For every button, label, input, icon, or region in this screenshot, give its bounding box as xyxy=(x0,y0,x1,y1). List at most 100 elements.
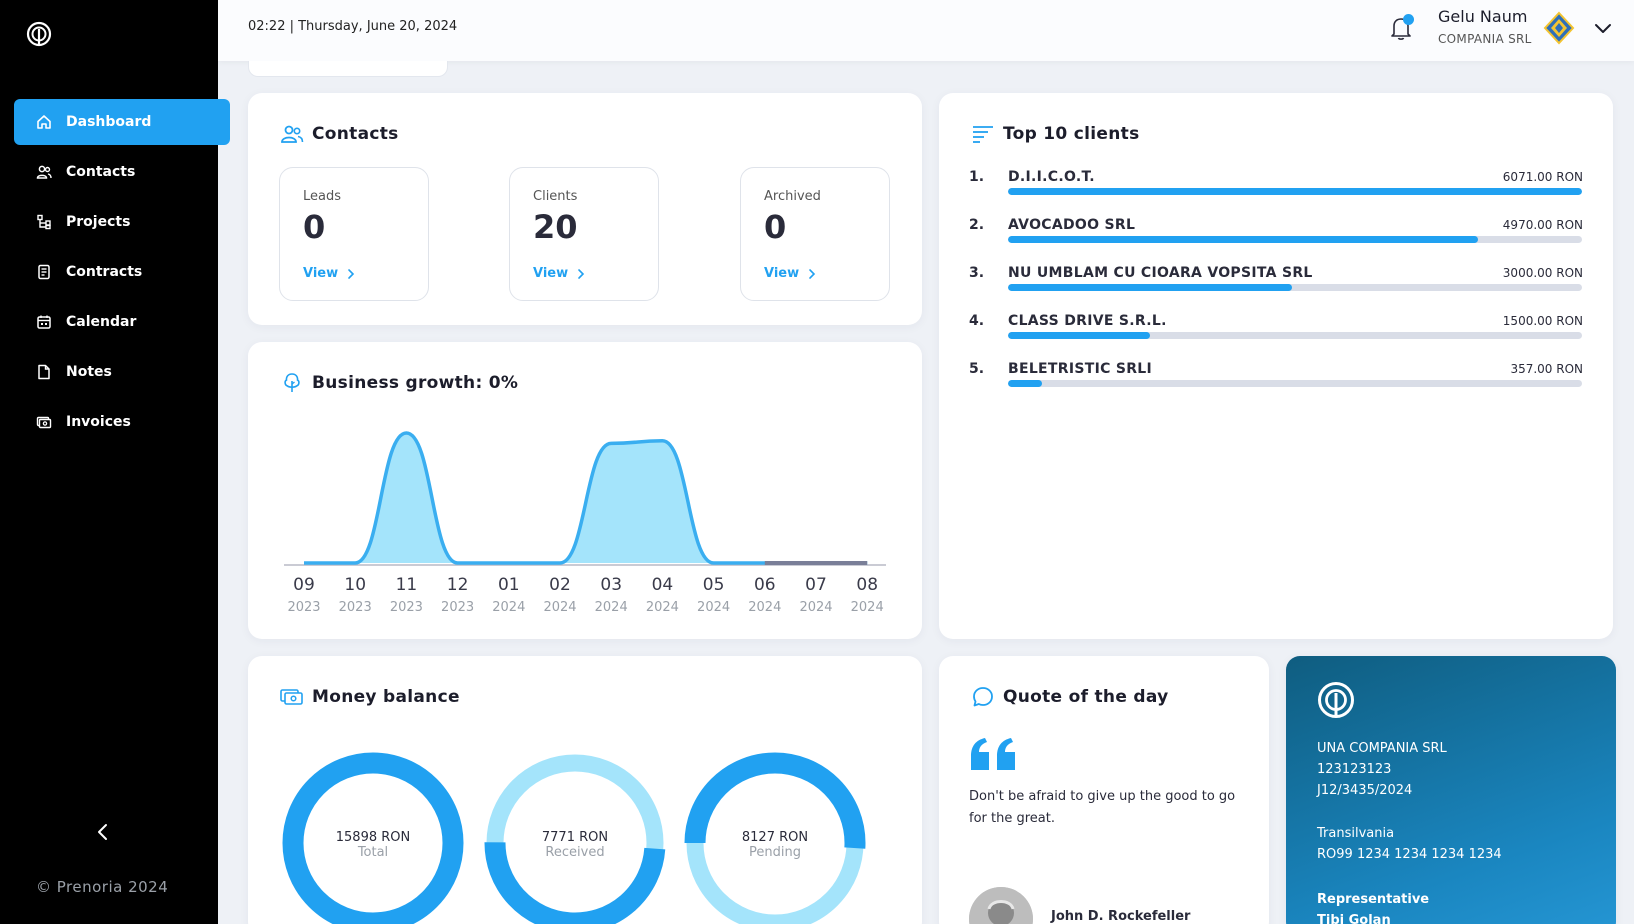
chevron-right-icon xyxy=(578,268,585,279)
view-link-label: View xyxy=(303,266,339,281)
client-rank: 3. xyxy=(969,265,985,281)
client-name: NU UMBLAM CU CIOARA VOPSITA SRL xyxy=(1008,265,1313,281)
x-tick-month: 01 xyxy=(498,575,520,595)
current-datetime: 02:22 | Thursday, June 20, 2024 xyxy=(248,19,458,34)
x-tick-month: 09 xyxy=(293,575,315,595)
company-avatar[interactable] xyxy=(1542,11,1576,45)
leads-stat-box: Leads 0 View xyxy=(279,167,429,301)
view-link-label: View xyxy=(764,266,800,281)
donut-ring xyxy=(484,752,666,924)
growth-card-title: Business growth: 0% xyxy=(280,372,518,394)
x-tick-year: 2024 xyxy=(646,600,679,615)
company-iban: RO99 1234 1234 1234 1234 xyxy=(1317,847,1502,862)
contract-icon xyxy=(34,262,54,282)
sidebar-item-contacts[interactable]: Contacts xyxy=(14,149,230,195)
stat-label: Clients xyxy=(533,189,578,204)
x-tick-month: 05 xyxy=(703,575,725,595)
sidebar-item-invoices[interactable]: Invoices xyxy=(14,399,230,445)
x-tick-year: 2024 xyxy=(799,600,832,615)
notification-dot xyxy=(1403,14,1414,25)
sidebar-item-label: Calendar xyxy=(66,314,137,330)
sidebar-item-contracts[interactable]: Contracts xyxy=(14,249,230,295)
collapse-sidebar-chevron-left-icon[interactable] xyxy=(92,820,114,844)
contacts-title-text: Contacts xyxy=(312,124,399,144)
notifications-bell-icon[interactable] xyxy=(1386,14,1416,42)
client-progress-bar xyxy=(1008,332,1582,339)
view-link-label: View xyxy=(533,266,569,281)
company-info-card: UNA COMPANIA SRL 123123123 J12/3435/2024… xyxy=(1286,656,1616,924)
donut-label: Total xyxy=(357,845,389,860)
stat-value: 0 xyxy=(303,208,326,246)
sidebar-item-label: Contracts xyxy=(66,264,143,280)
quote-card: Quote of the day Don't be afraid to give… xyxy=(939,656,1269,924)
x-tick-year: 2023 xyxy=(441,600,474,615)
sidebar-item-label: Contacts xyxy=(66,164,136,180)
donut-pending: 8127 RON Pending xyxy=(680,748,870,924)
series-line xyxy=(304,431,868,565)
client-amount: 4970.00 RON xyxy=(1502,218,1583,232)
x-tick-year: 2024 xyxy=(543,600,576,615)
client-rank: 4. xyxy=(969,313,985,329)
sidebar-item-notes[interactable]: Notes xyxy=(14,349,230,395)
sidebar-item-projects[interactable]: Projects xyxy=(14,199,230,245)
quote-marks-icon xyxy=(971,738,1015,770)
sidebar: Dashboard Contacts Projects Contracts Ca… xyxy=(0,0,230,924)
x-tick-year: 2024 xyxy=(595,600,628,615)
calendar-icon xyxy=(34,312,54,332)
x-tick-month: 12 xyxy=(447,575,469,595)
stat-label: Leads xyxy=(303,189,342,204)
client-name: BELETRISTIC SRLI xyxy=(1008,361,1153,377)
copyright-footer: © Prenoria 2024 xyxy=(36,878,169,896)
chevron-down-icon[interactable] xyxy=(1593,18,1613,38)
client-name: AVOCADOO SRL xyxy=(1008,217,1136,233)
donut-total: 15898 RON Total xyxy=(278,748,468,924)
donut-arc xyxy=(282,752,464,924)
company-code: 123123123 xyxy=(1317,762,1392,777)
client-row[interactable]: 1. D.I.I.C.O.T. 6071.00 RON xyxy=(969,169,1583,209)
client-row[interactable]: 3. NU UMBLAM CU CIOARA VOPSITA SRL 3000.00… xyxy=(969,265,1583,305)
donut-amount: 15898 RON xyxy=(335,830,411,845)
donut-label: Received xyxy=(545,845,605,860)
series-area xyxy=(304,433,868,563)
client-name: D.I.I.C.O.T. xyxy=(1008,169,1095,185)
sidebar-item-calendar[interactable]: Calendar xyxy=(14,299,230,345)
app-logo-icon[interactable] xyxy=(26,21,52,47)
projects-icon xyxy=(34,212,54,232)
balance-title-text: Money balance xyxy=(312,687,460,707)
donut-label: Pending xyxy=(749,845,801,860)
client-name: CLASS DRIVE S.R.L. xyxy=(1008,313,1167,329)
x-tick-month: 02 xyxy=(549,575,571,595)
client-row[interactable]: 2. AVOCADOO SRL 4970.00 RON xyxy=(969,217,1583,257)
quote-author: John D. Rockefeller xyxy=(1051,909,1191,924)
client-progress-fill xyxy=(1008,284,1292,291)
users-icon xyxy=(34,162,54,182)
x-tick-year: 2024 xyxy=(748,600,781,615)
donut-text: 15898 RON Total xyxy=(278,830,468,860)
chat-bubble-icon xyxy=(971,686,995,708)
money-balance-card: Money balance 15898 RON Total 7771 RON Rece… xyxy=(248,656,922,924)
sidebar-item-dashboard[interactable]: Dashboard xyxy=(14,99,230,145)
client-amount: 357.00 RON xyxy=(1510,362,1583,376)
view-archived-link[interactable]: View xyxy=(764,266,817,281)
view-leads-link[interactable]: View xyxy=(303,266,356,281)
representative-label: Representative xyxy=(1317,892,1430,907)
chevron-right-icon xyxy=(348,268,355,279)
x-tick-month: 04 xyxy=(652,575,674,595)
client-rank: 5. xyxy=(969,361,985,377)
scrolled-card-edge xyxy=(248,61,448,77)
sidebar-item-label: Projects xyxy=(66,214,131,230)
client-progress-fill xyxy=(1008,236,1478,243)
client-row[interactable]: 4. CLASS DRIVE S.R.L. 1500.00 RON xyxy=(969,313,1583,353)
donut-arc xyxy=(684,752,866,924)
view-clients-link[interactable]: View xyxy=(533,266,586,281)
x-tick-month: 11 xyxy=(396,575,418,595)
client-row[interactable]: 5. BELETRISTIC SRLI 357.00 RON xyxy=(969,361,1583,401)
note-icon xyxy=(34,362,54,382)
x-tick-year: 2024 xyxy=(851,600,884,615)
users-icon xyxy=(280,123,304,145)
home-icon xyxy=(34,112,54,132)
client-progress-fill xyxy=(1008,380,1042,387)
money-icon xyxy=(280,686,304,708)
sidebar-nav: Dashboard Contacts Projects Contracts Ca… xyxy=(14,99,230,449)
user-name[interactable]: Gelu Naum xyxy=(1438,7,1528,26)
